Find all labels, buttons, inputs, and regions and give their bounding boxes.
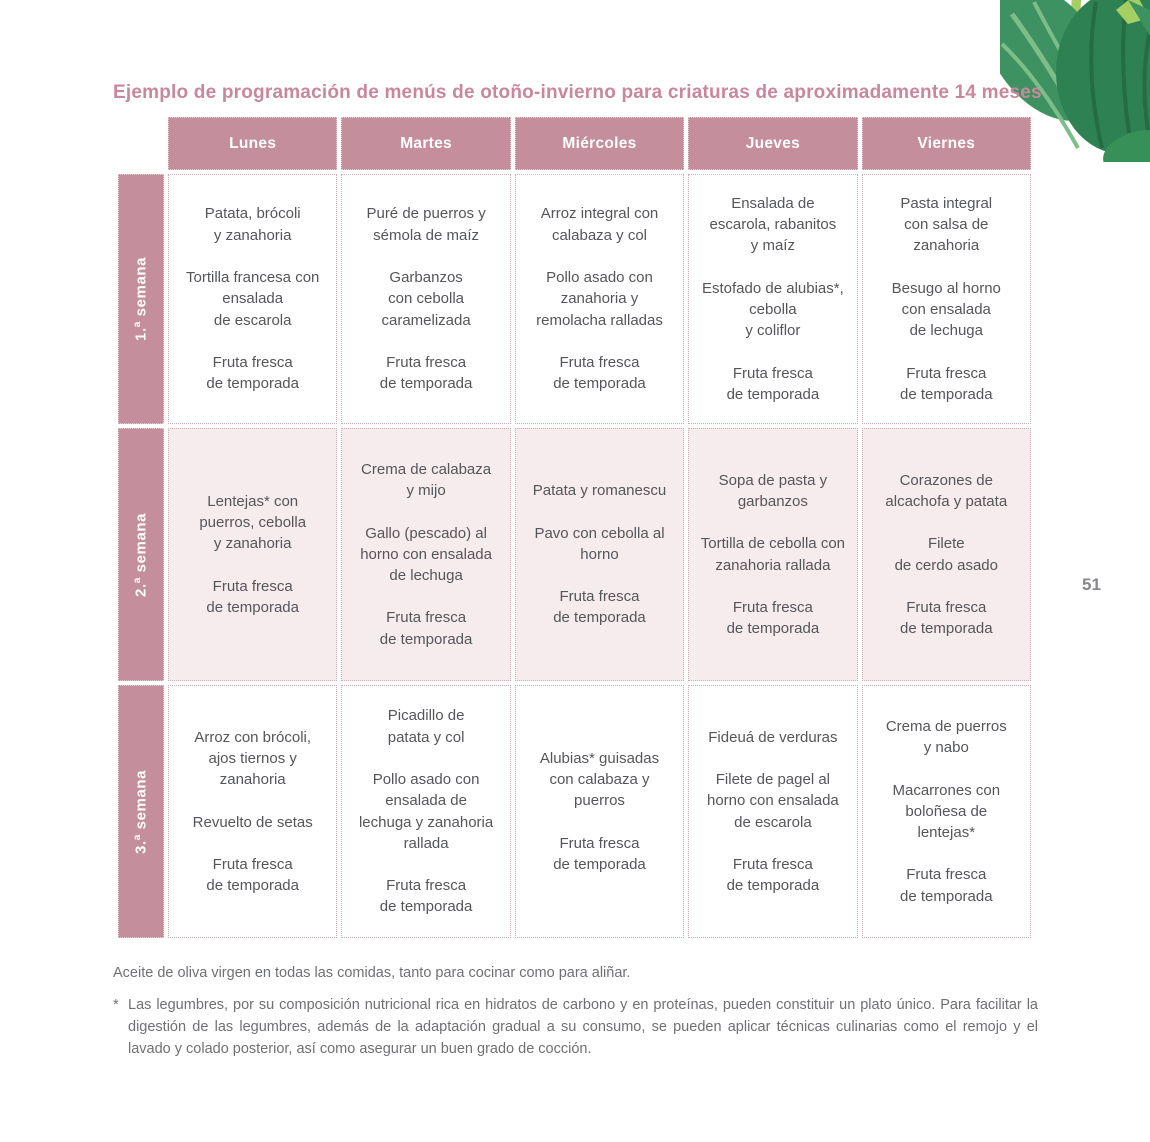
dish: Macarrones con boloñesa de lentejas* bbox=[892, 781, 1001, 842]
dish: Pavo con cebolla al horno bbox=[534, 524, 665, 563]
dish: Pollo asado con zanahoria y remolacha ra… bbox=[536, 269, 663, 329]
menu-cell: Sopa de pasta y garbanzos Tortilla de ceb… bbox=[688, 428, 858, 681]
menu-cell: Pasta integral con salsa de zanahoria Bes… bbox=[861, 174, 1031, 424]
dish: Patata, brócoli y zanahoria bbox=[204, 205, 301, 244]
row-label-week-3: 3.ª semana bbox=[118, 685, 164, 938]
menu-cell: Picadillo de patata y col Pollo asado con… bbox=[341, 685, 511, 938]
dish: Ensalada de escarola, rabanitos y maíz bbox=[709, 194, 837, 255]
footnotes: Aceite de oliva virgen en todas las comi… bbox=[113, 962, 1038, 1060]
asterisk-marker: * bbox=[113, 997, 119, 1014]
dish: Puré de puerros y sémola de maíz bbox=[366, 205, 486, 244]
dish: Fruta fresca de temporada bbox=[900, 598, 993, 638]
menu-cell: Ensalada de escarola, rabanitos y maíz Es… bbox=[688, 174, 858, 424]
dish: Patata y romanescu bbox=[532, 482, 667, 500]
column-header-viernes: Viernes bbox=[861, 117, 1031, 170]
dish: Fruta fresca de temporada bbox=[900, 364, 993, 403]
dish: Sopa de pasta y garbanzos bbox=[718, 471, 828, 510]
dish: Picadillo de patata y col bbox=[387, 707, 465, 746]
dish: Tortilla francesa con ensalada de escaro… bbox=[185, 269, 320, 329]
dish: Crema de puerros y nabo bbox=[885, 717, 1007, 757]
column-header-jueves: Jueves bbox=[688, 117, 858, 170]
column-header-miercoles: Miércoles bbox=[514, 117, 685, 170]
menu-cell: Crema de puerros y nabo Macarrones con bo… bbox=[861, 685, 1031, 938]
menu-cell: Alubias* guisadas con calabaza y puerros… bbox=[514, 685, 685, 938]
menu-cell: Fideuá de verduras Filete de pagel al hor… bbox=[688, 685, 858, 938]
dish: Filete de pagel al horno con ensalada de… bbox=[707, 770, 839, 831]
dish: Fruta fresca de temporada bbox=[900, 866, 993, 905]
dish: Besugo al horno con ensalada de lechuga bbox=[891, 279, 1001, 340]
dish: Fruta fresca de temporada bbox=[206, 353, 299, 393]
menu-cell: Puré de puerros y sémola de maíz Garbanzo… bbox=[341, 174, 511, 424]
page-number: 51 bbox=[1082, 575, 1101, 594]
dish: Pollo asado con ensalada de lechuga y za… bbox=[358, 770, 494, 852]
page-title: Ejemplo de programación de menús de otoñ… bbox=[113, 82, 1042, 103]
dish: Fruta fresca de temporada bbox=[379, 877, 473, 916]
table-corner bbox=[118, 117, 164, 170]
dish: Fruta fresca de temporada bbox=[553, 588, 646, 627]
column-header-lunes: Lunes bbox=[168, 117, 338, 170]
dish: Corazones de alcachofa y patata bbox=[885, 471, 1008, 510]
note-legumes-text: Las legumbres, por su composición nutric… bbox=[128, 997, 1038, 1058]
dish: Fruta fresca de temporada bbox=[206, 855, 299, 895]
dish: Fruta fresca de temporada bbox=[379, 609, 473, 648]
dish: Lentejas* con puerros, cebolla y zanahor… bbox=[199, 492, 307, 553]
dish: Filete de cerdo asado bbox=[894, 535, 998, 574]
dish: Fruta fresca de temporada bbox=[726, 364, 820, 403]
note-legumes: * Las legumbres, por su composición nutri… bbox=[113, 994, 1038, 1060]
menu-cell: Crema de calabaza y mijo Gallo (pescado) … bbox=[341, 428, 511, 681]
menu-cell: Corazones de alcachofa y patata Filete de… bbox=[861, 428, 1031, 681]
note-olive-oil: Aceite de oliva virgen en todas las comi… bbox=[113, 965, 631, 981]
row-label-week-2: 2.ª semana bbox=[118, 428, 164, 681]
dish: Fideuá de verduras bbox=[708, 728, 838, 746]
column-header-martes: Martes bbox=[341, 117, 511, 170]
dish: Fruta fresca de temporada bbox=[553, 834, 646, 873]
menu-cell: Lentejas* con puerros, cebolla y zanahor… bbox=[168, 428, 338, 681]
dish: Fruta fresca de temporada bbox=[726, 855, 820, 895]
dish: Garbanzos con cebolla caramelizada bbox=[381, 269, 471, 329]
dish: Arroz integral con calabaza y col bbox=[540, 205, 659, 244]
menu-cell: Patata, brócoli y zanahoria Tortilla fran… bbox=[168, 174, 338, 424]
dish: Arroz con brócoli, ajos tiernos y zanaho… bbox=[194, 728, 312, 789]
menu-cell: Arroz integral con calabaza y col Pollo a… bbox=[514, 174, 685, 424]
leafy-greens-illustration bbox=[1000, 0, 1150, 162]
dish: Fruta fresca de temporada bbox=[379, 353, 473, 393]
dish: Gallo (pescado) al horno con ensalada de… bbox=[360, 524, 492, 585]
menu-table: Lunes Martes Miércoles Jueves Viernes 1.ª sem… bbox=[118, 117, 1031, 938]
dish: Fruta fresca de temporada bbox=[553, 353, 646, 393]
dish: Crema de calabaza y mijo bbox=[361, 460, 492, 500]
dish: Fruta fresca de temporada bbox=[726, 598, 820, 638]
dish: Alubias* guisadas con calabaza y puerros bbox=[539, 749, 660, 810]
dish: Fruta fresca de temporada bbox=[206, 577, 299, 616]
dish: Pasta integral con salsa de zanahoria bbox=[900, 194, 993, 255]
menu-cell: Arroz con brócoli, ajos tiernos y zanaho… bbox=[168, 685, 338, 938]
row-label-week-1: 1.ª semana bbox=[118, 174, 164, 424]
dish: Revuelto de setas bbox=[192, 813, 313, 831]
dish: Estofado de alubias*, cebolla y coliflor bbox=[702, 279, 844, 340]
dish: Tortilla de cebolla con zanahoria rallad… bbox=[700, 535, 846, 574]
menu-cell: Patata y romanescu Pavo con cebolla al ho… bbox=[514, 428, 685, 681]
